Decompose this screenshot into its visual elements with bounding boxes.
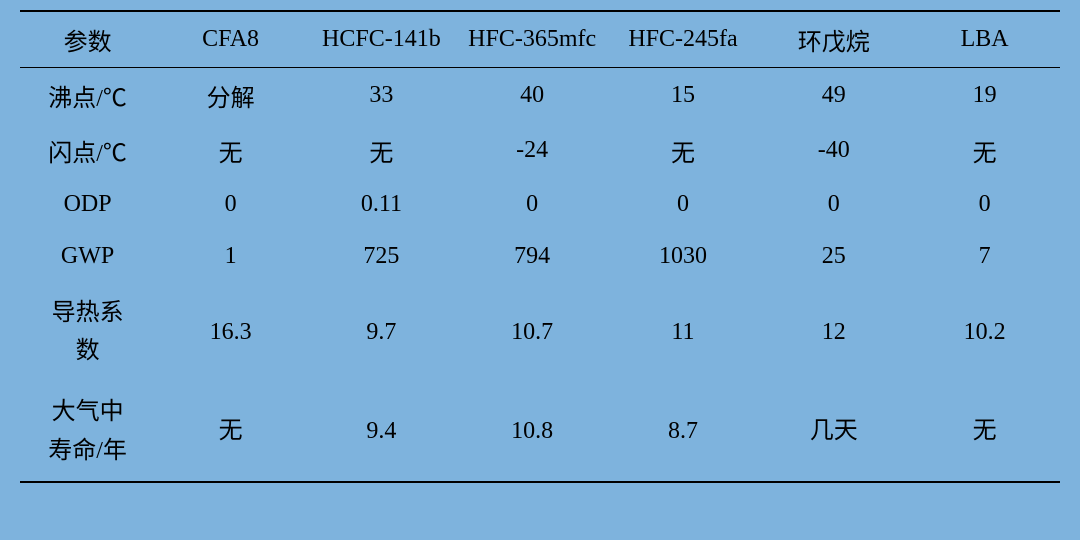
row-param: 大气中寿命/年: [20, 382, 155, 482]
header-col-6: LBA: [909, 11, 1060, 68]
row-param: 闪点/℃: [20, 123, 155, 178]
table-header-row: 参数 CFA8 HCFC-141b HFC-365mfc HFC-245fa 环…: [20, 11, 1060, 68]
row-value: 794: [457, 230, 608, 282]
row-value: 无: [909, 382, 1060, 482]
row-value: 25: [758, 230, 909, 282]
row-value: 10.2: [909, 282, 1060, 382]
row-value: 10.7: [457, 282, 608, 382]
header-param: 参数: [20, 11, 155, 68]
row-value: 1: [155, 230, 306, 282]
row-value: 16.3: [155, 282, 306, 382]
row-value: 分解: [155, 68, 306, 124]
row-value: 12: [758, 282, 909, 382]
row-value: -40: [758, 123, 909, 178]
row-value: 9.7: [306, 282, 457, 382]
row-value: 0: [758, 178, 909, 230]
row-value: 10.8: [457, 382, 608, 482]
row-value: 几天: [758, 382, 909, 482]
header-col-4: HFC-245fa: [608, 11, 759, 68]
row-value: 7: [909, 230, 1060, 282]
table-body: 沸点/℃分解3340154919闪点/℃无无-24无-40无ODP00.1100…: [20, 68, 1060, 483]
row-value: 0: [457, 178, 608, 230]
row-value: -24: [457, 123, 608, 178]
row-value: 1030: [608, 230, 759, 282]
row-value: 40: [457, 68, 608, 124]
row-param: 沸点/℃: [20, 68, 155, 124]
table-row: 闪点/℃无无-24无-40无: [20, 123, 1060, 178]
row-value: 15: [608, 68, 759, 124]
table-row: 大气中寿命/年无9.410.88.7几天无: [20, 382, 1060, 482]
table-row: ODP00.110000: [20, 178, 1060, 230]
header-col-5: 环戊烷: [758, 11, 909, 68]
row-value: 无: [155, 123, 306, 178]
row-value: 725: [306, 230, 457, 282]
row-value: 8.7: [608, 382, 759, 482]
row-value: 无: [155, 382, 306, 482]
data-table: 参数 CFA8 HCFC-141b HFC-365mfc HFC-245fa 环…: [20, 10, 1060, 483]
table-row: 导热系数16.39.710.7111210.2: [20, 282, 1060, 382]
header-col-2: HCFC-141b: [306, 11, 457, 68]
row-value: 19: [909, 68, 1060, 124]
row-value: 11: [608, 282, 759, 382]
row-value: 0: [155, 178, 306, 230]
table-row: GWP17257941030257: [20, 230, 1060, 282]
row-param: GWP: [20, 230, 155, 282]
table-row: 沸点/℃分解3340154919: [20, 68, 1060, 124]
row-value: 0: [909, 178, 1060, 230]
header-col-1: CFA8: [155, 11, 306, 68]
header-col-3: HFC-365mfc: [457, 11, 608, 68]
row-param: 导热系数: [20, 282, 155, 382]
row-value: 0: [608, 178, 759, 230]
row-value: 49: [758, 68, 909, 124]
row-param: ODP: [20, 178, 155, 230]
row-value: 无: [909, 123, 1060, 178]
row-value: 0.11: [306, 178, 457, 230]
row-value: 9.4: [306, 382, 457, 482]
row-value: 无: [608, 123, 759, 178]
row-value: 33: [306, 68, 457, 124]
row-value: 无: [306, 123, 457, 178]
